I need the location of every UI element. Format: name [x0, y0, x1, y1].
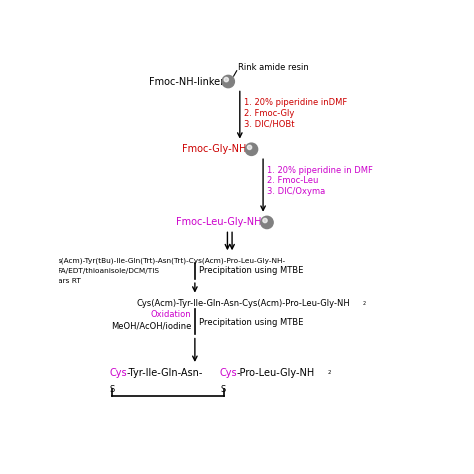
Text: Precipitation using MTBE: Precipitation using MTBE	[199, 266, 303, 275]
Text: Fmoc-NH-linker-: Fmoc-NH-linker-	[149, 76, 227, 87]
Text: s(Acm)-Tyr(tBu)-Ile-Gln(Trt)-Asn(Trt)-Cys(Acm)-Pro-Leu-Gly-NH-: s(Acm)-Tyr(tBu)-Ile-Gln(Trt)-Asn(Trt)-Cy…	[58, 258, 286, 264]
Text: Cys(Acm)-Tyr-Ile-Gln-Asn-Cys(Acm)-Pro-Leu-Gly-NH: Cys(Acm)-Tyr-Ile-Gln-Asn-Cys(Acm)-Pro-Le…	[136, 299, 350, 308]
Text: FA/EDT/thioanisole/DCM/TIS: FA/EDT/thioanisole/DCM/TIS	[58, 268, 160, 274]
Text: S: S	[109, 385, 115, 394]
Text: Precipitation using MTBE: Precipitation using MTBE	[199, 318, 303, 327]
Text: 3. DIC/HOBt: 3. DIC/HOBt	[244, 119, 294, 128]
Text: 2. Fmoc-Leu: 2. Fmoc-Leu	[267, 176, 319, 185]
Circle shape	[224, 77, 228, 82]
Text: -Tyr-Ile-Gln-Asn-: -Tyr-Ile-Gln-Asn-	[127, 367, 203, 378]
Text: MeOH/AcOH/iodine: MeOH/AcOH/iodine	[110, 322, 191, 331]
Text: $_2$: $_2$	[362, 299, 366, 308]
Text: 1. 20% piperidine in DMF: 1. 20% piperidine in DMF	[267, 165, 373, 174]
Text: ars RT: ars RT	[58, 278, 81, 284]
Text: Cys: Cys	[109, 367, 127, 378]
Text: 1. 20% piperidine inDMF: 1. 20% piperidine inDMF	[244, 98, 347, 107]
Text: 2. Fmoc-Gly: 2. Fmoc-Gly	[244, 109, 294, 118]
Circle shape	[261, 216, 273, 228]
Text: Fmoc-Gly-NH-: Fmoc-Gly-NH-	[182, 144, 250, 154]
Text: -Pro-Leu-Gly-NH: -Pro-Leu-Gly-NH	[237, 367, 315, 378]
Circle shape	[263, 219, 267, 223]
Text: Rink amide resin: Rink amide resin	[237, 63, 308, 72]
Text: Cys: Cys	[219, 367, 237, 378]
Circle shape	[245, 143, 258, 155]
Circle shape	[222, 75, 235, 88]
Text: $_2$: $_2$	[327, 368, 332, 377]
Circle shape	[247, 145, 252, 149]
Text: S: S	[221, 385, 226, 394]
Text: Fmoc-Leu-Gly-NH-: Fmoc-Leu-Gly-NH-	[176, 218, 265, 228]
Text: Oxidation: Oxidation	[150, 310, 191, 319]
Text: 3. DIC/Oxyma: 3. DIC/Oxyma	[267, 187, 325, 196]
